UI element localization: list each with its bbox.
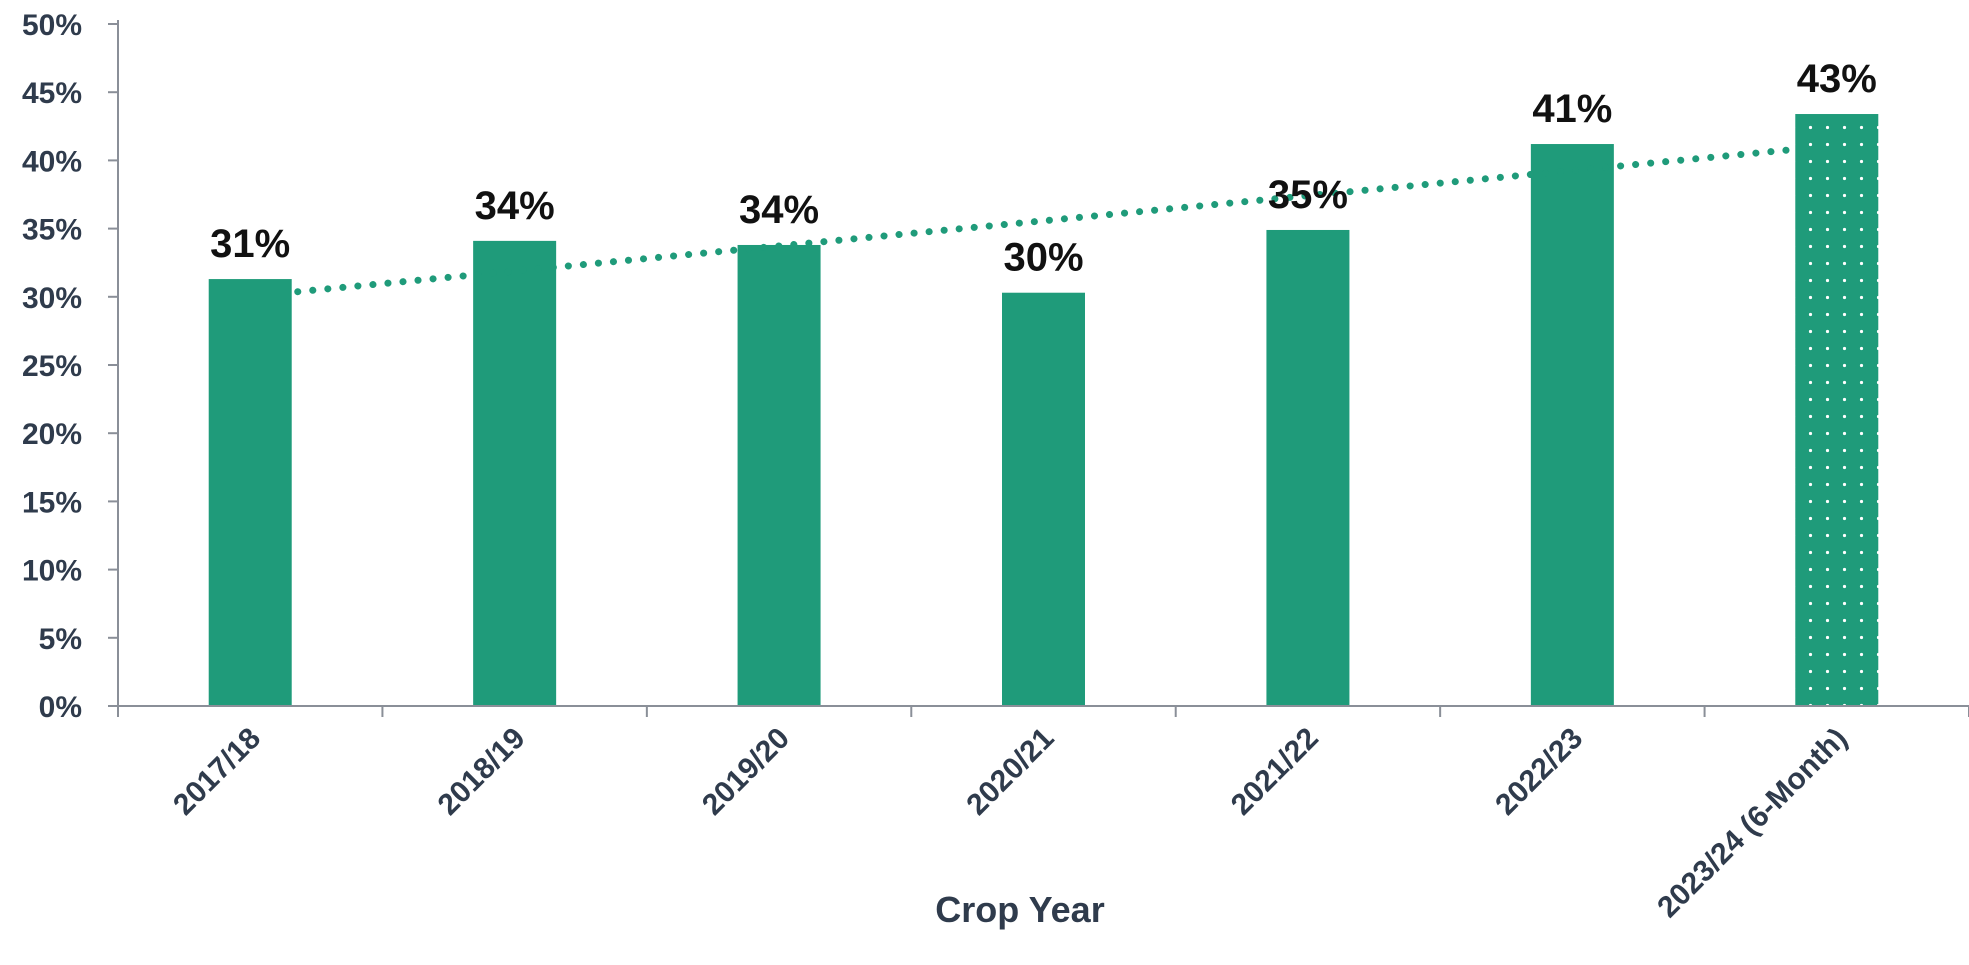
x-tick-label: 2017/18 — [167, 722, 267, 822]
x-tick-label: 2023/24 (6-Month) — [1651, 722, 1854, 925]
data-label: 34% — [739, 188, 819, 232]
y-tick-label: 20% — [22, 418, 82, 451]
y-tick-label: 50% — [22, 9, 82, 42]
data-label: 30% — [1003, 236, 1083, 280]
bar-2023-24-6-Month — [1795, 114, 1879, 707]
data-label: 43% — [1797, 57, 1877, 101]
x-tick-label: 2018/19 — [432, 722, 532, 822]
y-tick-label: 0% — [39, 691, 82, 724]
bar-2021-22 — [1266, 229, 1350, 707]
x-tick-label: 2020/21 — [960, 722, 1060, 822]
data-label: 41% — [1532, 87, 1612, 131]
y-tick-label: 10% — [22, 555, 82, 588]
y-tick-label: 35% — [22, 214, 82, 247]
data-label: 31% — [210, 222, 290, 266]
y-tick-label: 5% — [39, 623, 82, 656]
bar-2018-19 — [473, 240, 557, 706]
x-tick-label: 2022/23 — [1489, 722, 1589, 822]
x-tick-label: 2019/20 — [696, 722, 796, 822]
data-label: 34% — [475, 184, 555, 228]
y-tick-label: 40% — [22, 145, 82, 178]
y-tick-label: 45% — [22, 77, 82, 110]
bar-2019-20 — [737, 244, 821, 706]
y-tick-label: 15% — [22, 486, 82, 519]
x-tick-label: 2021/22 — [1225, 722, 1325, 822]
data-label: 35% — [1268, 173, 1348, 217]
x-axis-title: Crop Year — [935, 889, 1104, 930]
bar-2022-23 — [1530, 144, 1614, 707]
y-tick-label: 30% — [22, 282, 82, 315]
bar-2020-21 — [1002, 292, 1085, 706]
y-tick-label: 25% — [22, 350, 82, 383]
bar-2017-18 — [208, 279, 292, 706]
